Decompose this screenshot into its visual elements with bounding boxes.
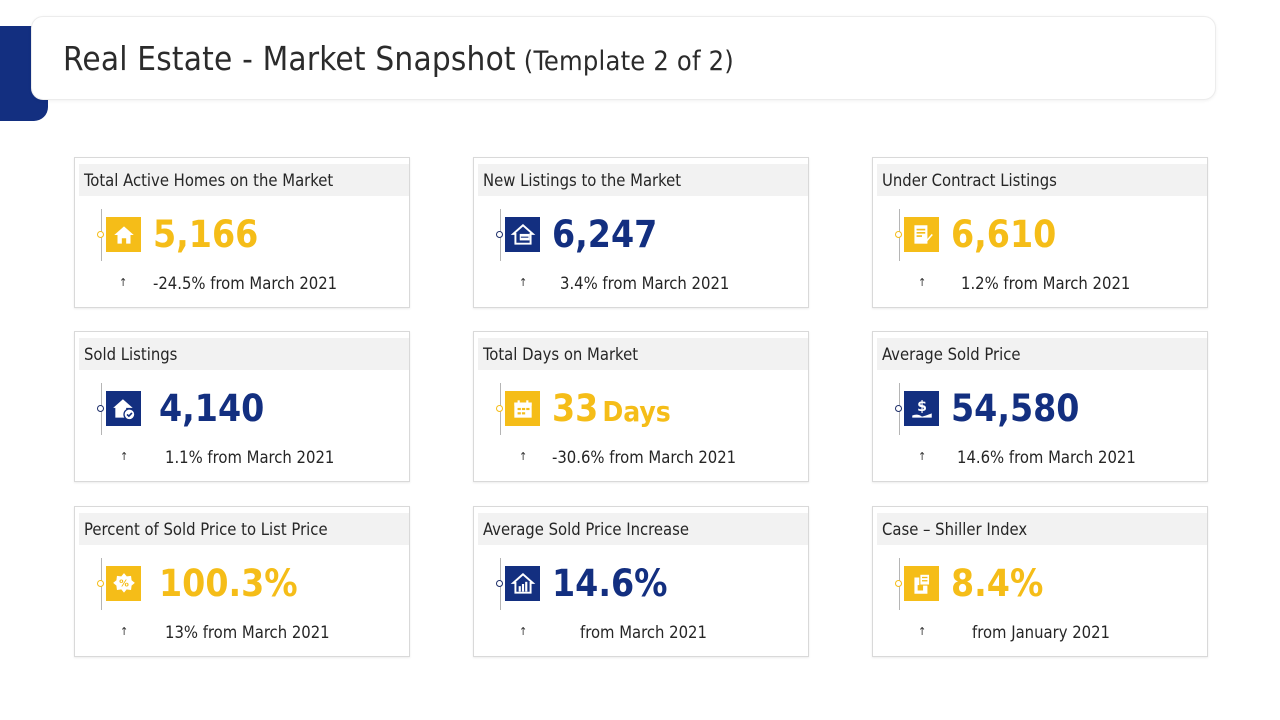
card-header: Average Sold Price Increase: [478, 513, 808, 545]
metric-card-sold-listings: Sold Listings 4,140 ↑ 1.1% from March 20…: [74, 331, 410, 482]
arrow-up-icon: ↑: [519, 625, 528, 638]
percent-badge-icon: %: [106, 566, 141, 601]
page-title: Real Estate - Market Snapshot (Template 2…: [63, 39, 734, 78]
card-label: Sold Listings: [84, 344, 178, 364]
card-label: Percent of Sold Price to List Price: [84, 519, 328, 539]
metric-card-case-shiller: Case – Shiller Index 8.4% ↑ from January…: [872, 506, 1208, 657]
page-title-text: Real Estate - Market Snapshot: [63, 38, 516, 78]
connector-dot: [895, 405, 902, 412]
metric-change: 13% from March 2021: [165, 623, 330, 642]
metric-value: 8.4%: [951, 562, 1044, 605]
card-header: Sold Listings: [79, 338, 409, 370]
metric-change: from January 2021: [972, 623, 1110, 642]
connector-dot: [496, 231, 503, 238]
card-header: Case – Shiller Index: [877, 513, 1207, 545]
connector-dot: [97, 231, 104, 238]
metric-card-new-listings: New Listings to the Market 6,247 ↑ 3.4% …: [473, 157, 809, 308]
metric-change: 3.4% from March 2021: [560, 274, 730, 293]
metric-change: 1.2% from March 2021: [961, 274, 1131, 293]
arrow-up-icon: ↑: [918, 625, 927, 638]
card-label: Case – Shiller Index: [882, 519, 1028, 539]
card-label: New Listings to the Market: [483, 170, 682, 190]
metric-change: -30.6% from March 2021: [552, 448, 737, 467]
contract-document-icon: [904, 217, 939, 252]
arrow-up-icon: ↑: [519, 276, 528, 289]
card-label: Average Sold Price Increase: [483, 519, 690, 539]
house-icon: [106, 217, 141, 252]
arrow-up-icon: ↑: [119, 276, 128, 289]
house-chart-icon: [505, 566, 540, 601]
metric-card-days-on-market: Total Days on Market 33 Days ↑ -30.6% fro…: [473, 331, 809, 482]
metric-change: from March 2021: [580, 623, 707, 642]
connector-dot: [97, 405, 104, 412]
metric-card-sold-to-list: Percent of Sold Price to List Price % 10…: [74, 506, 410, 657]
card-header: Total Active Homes on the Market: [79, 164, 409, 196]
calendar-icon: [505, 391, 540, 426]
metric-value: 100.3%: [159, 562, 298, 605]
metric-card-active-homes: Total Active Homes on the Market 5,166 ↑…: [74, 157, 410, 308]
metric-card-average-sold-price: Average Sold Price $ 54,580 ↑ 14.6% from…: [872, 331, 1208, 482]
arrow-up-icon: ↑: [120, 625, 129, 638]
connector-dot: [895, 231, 902, 238]
arrow-up-icon: ↑: [918, 450, 927, 463]
arrow-up-icon: ↑: [120, 450, 129, 463]
card-label: Under Contract Listings: [882, 170, 1057, 190]
card-header: New Listings to the Market: [478, 164, 808, 196]
connector-dot: [496, 405, 503, 412]
svg-text:$: $: [917, 399, 927, 415]
page-subtitle: (Template 2 of 2): [523, 45, 734, 77]
card-label: Total Active Homes on the Market: [84, 170, 334, 190]
index-document-icon: [904, 566, 939, 601]
card-label: Average Sold Price: [882, 344, 1021, 364]
metric-change: -24.5% from March 2021: [153, 274, 338, 293]
metric-value: 6,247: [552, 213, 658, 256]
connector-dot: [496, 580, 503, 587]
card-header: Average Sold Price: [877, 338, 1207, 370]
dollar-hand-icon: $: [904, 391, 939, 426]
title-box: Real Estate - Market Snapshot (Template 2…: [31, 16, 1216, 100]
metric-change: 1.1% from March 2021: [165, 448, 335, 467]
connector-dot: [97, 580, 104, 587]
arrow-up-icon: ↑: [918, 276, 927, 289]
house-check-icon: [106, 391, 141, 426]
card-header: Under Contract Listings: [877, 164, 1207, 196]
metric-card-under-contract: Under Contract Listings 6,610 ↑ 1.2% fro…: [872, 157, 1208, 308]
svg-text:%: %: [119, 578, 129, 589]
metric-change: 14.6% from March 2021: [957, 448, 1136, 467]
metric-card-sold-price-increase: Average Sold Price Increase 14.6% ↑ from…: [473, 506, 809, 657]
metric-value: 54,580: [951, 387, 1080, 430]
metric-value: 14.6%: [552, 562, 668, 605]
card-label: Total Days on Market: [483, 344, 639, 364]
connector-dot: [895, 580, 902, 587]
card-header: Total Days on Market: [478, 338, 808, 370]
metric-value: 5,166: [153, 213, 259, 256]
metric-value: 6,610: [951, 213, 1057, 256]
metric-value: 4,140: [159, 387, 265, 430]
arrow-up-icon: ↑: [519, 450, 528, 463]
house-signboard-icon: [505, 217, 540, 252]
metric-value: 33 Days: [552, 387, 671, 430]
card-header: Percent of Sold Price to List Price: [79, 513, 409, 545]
